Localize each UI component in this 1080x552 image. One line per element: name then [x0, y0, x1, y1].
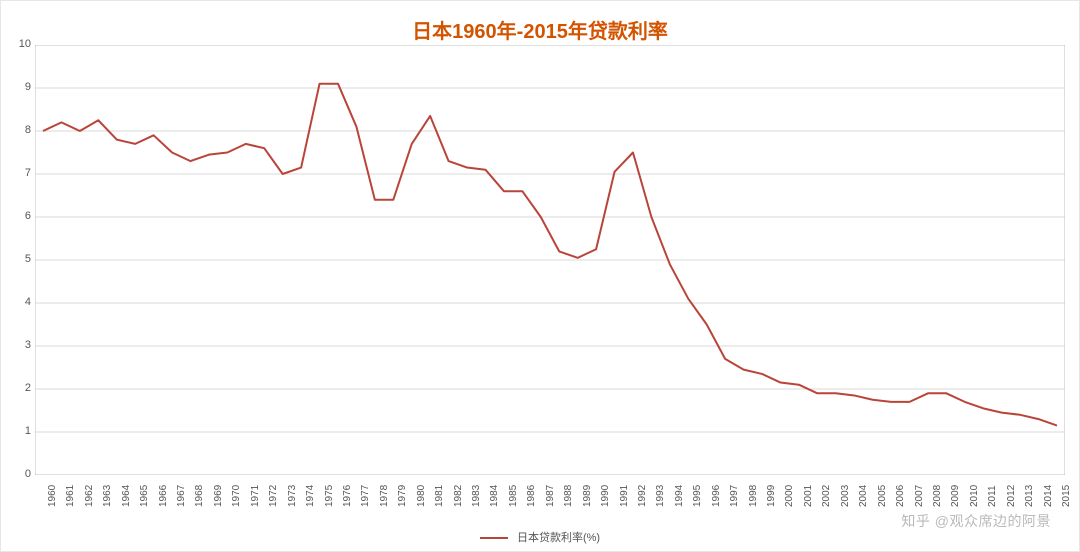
x-tick-label: 1989 [582, 485, 593, 507]
chart-title: 日本1960年-2015年贷款利率 [1, 15, 1079, 44]
x-tick-label: 1966 [158, 485, 169, 507]
legend-line-sample [480, 537, 508, 539]
x-tick-label: 2012 [1006, 485, 1017, 507]
x-tick-label: 1962 [84, 485, 95, 507]
x-tick-label: 1986 [526, 485, 537, 507]
x-tick-label: 1971 [250, 485, 261, 507]
x-tick-label: 2004 [858, 485, 869, 507]
x-tick-label: 1968 [194, 485, 205, 507]
x-tick-label: 1998 [748, 485, 759, 507]
x-tick-label: 2000 [784, 485, 795, 507]
x-tick-label: 1990 [600, 485, 611, 507]
x-tick-label: 2008 [932, 485, 943, 507]
x-tick-label: 1999 [766, 485, 777, 507]
x-tick-label: 1983 [471, 485, 482, 507]
x-tick-label: 1976 [342, 485, 353, 507]
x-tick-label: 1992 [637, 485, 648, 507]
y-tick-label: 6 [5, 210, 31, 222]
x-tick-label: 1979 [397, 485, 408, 507]
x-tick-label: 2010 [969, 485, 980, 507]
x-tick-label: 1987 [545, 485, 556, 507]
x-tick-label: 1965 [139, 485, 150, 507]
x-tick-label: 2001 [803, 485, 814, 507]
x-tick-label: 1967 [176, 485, 187, 507]
x-tick-label: 1994 [674, 485, 685, 507]
legend-label: 日本贷款利率(%) [517, 532, 600, 544]
x-tick-label: 1980 [416, 485, 427, 507]
x-tick-label: 1981 [434, 485, 445, 507]
x-tick-label: 2007 [914, 485, 925, 507]
x-tick-label: 1982 [453, 485, 464, 507]
x-tick-label: 2002 [821, 485, 832, 507]
x-tick-label: 1961 [65, 485, 76, 507]
y-tick-label: 0 [5, 468, 31, 480]
x-tick-label: 1991 [619, 485, 630, 507]
x-tick-label: 1985 [508, 485, 519, 507]
y-tick-label: 5 [5, 253, 31, 265]
x-tick-label: 1960 [47, 485, 58, 507]
x-tick-label: 2006 [895, 485, 906, 507]
x-tick-label: 1964 [121, 485, 132, 507]
x-tick-label: 1996 [711, 485, 722, 507]
x-tick-label: 1973 [287, 485, 298, 507]
y-tick-label: 10 [5, 38, 31, 50]
x-tick-label: 2015 [1061, 485, 1072, 507]
x-tick-label: 2013 [1024, 485, 1035, 507]
x-tick-label: 1997 [729, 485, 740, 507]
x-tick-label: 1977 [360, 485, 371, 507]
x-tick-label: 2005 [877, 485, 888, 507]
x-tick-label: 2014 [1043, 485, 1054, 507]
chart-svg [35, 45, 1065, 475]
y-tick-label: 4 [5, 296, 31, 308]
x-tick-label: 2009 [950, 485, 961, 507]
y-tick-label: 2 [5, 382, 31, 394]
y-tick-label: 7 [5, 167, 31, 179]
y-tick-label: 1 [5, 425, 31, 437]
x-tick-label: 1972 [268, 485, 279, 507]
x-tick-label: 1984 [489, 485, 500, 507]
y-tick-label: 8 [5, 124, 31, 136]
x-tick-label: 1988 [563, 485, 574, 507]
legend: 日本贷款利率(%) [1, 529, 1079, 545]
y-tick-label: 3 [5, 339, 31, 351]
x-tick-label: 1969 [213, 485, 224, 507]
x-tick-label: 1995 [692, 485, 703, 507]
x-tick-label: 2011 [987, 485, 998, 507]
watermark-text: 知乎 @观众席边的阿景 [901, 511, 1051, 531]
x-tick-label: 1978 [379, 485, 390, 507]
x-tick-label: 1974 [305, 485, 316, 507]
x-tick-label: 1963 [102, 485, 113, 507]
chart-container: 日本1960年-2015年贷款利率 0 1 2 3 4 5 6 7 8 9 10 1960 1961 1… [0, 0, 1080, 552]
y-tick-label: 9 [5, 81, 31, 93]
x-tick-label: 2003 [840, 485, 851, 507]
x-tick-label: 1993 [655, 485, 666, 507]
x-tick-label: 1970 [231, 485, 242, 507]
data-line [43, 84, 1057, 426]
x-tick-label: 1975 [324, 485, 335, 507]
plot-area [35, 45, 1065, 475]
